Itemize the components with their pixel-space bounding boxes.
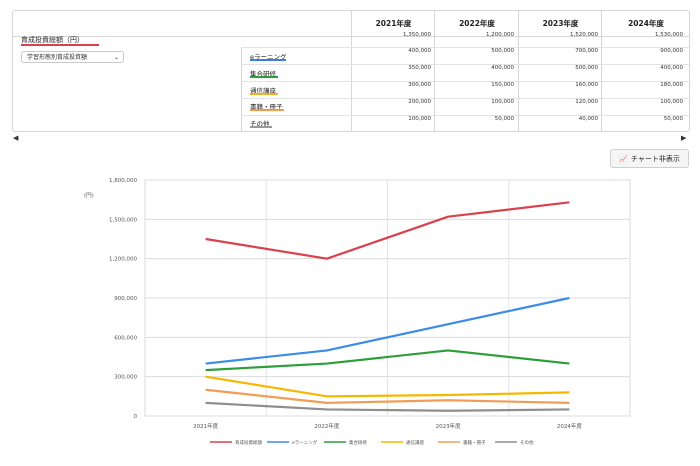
table-cell: 100,000 (491, 99, 514, 105)
table-cell: 500,000 (575, 65, 598, 71)
scroll-right-icon[interactable]: ▶ (681, 134, 687, 142)
legend-label: 集合研修 (349, 439, 367, 446)
table-cell: 1,350,000 (403, 32, 431, 38)
series-link-correspondence[interactable]: 通信講座 (250, 87, 276, 95)
line-chart-icon: 📈 (619, 155, 628, 163)
x-tick-label: 2021年度 (193, 422, 218, 430)
table-cell: 900,000 (660, 48, 683, 54)
table-cell: 500,000 (491, 48, 514, 54)
plot-area (144, 179, 631, 417)
divider (241, 115, 689, 116)
y-tick-label: 900,000 (114, 296, 137, 302)
year-header: 2023年度 (518, 11, 602, 36)
divider (241, 47, 689, 48)
table-cell: 40,000 (578, 116, 598, 122)
series-link-other[interactable]: その他 (250, 120, 270, 128)
y-tick-label: 1,200,000 (109, 257, 137, 263)
legend-label: 書籍・冊子 (463, 439, 486, 446)
table-cell: 1,530,000 (655, 32, 683, 38)
divider (351, 36, 352, 131)
series-line (205, 349, 570, 372)
series-color (250, 126, 272, 128)
series-line (205, 401, 570, 412)
table-cell: 350,000 (408, 65, 431, 71)
table-cell: 50,000 (663, 116, 683, 122)
table-cell: 200,000 (408, 99, 431, 105)
table-cell: 50,000 (494, 116, 514, 122)
series-color (250, 93, 278, 95)
divider (241, 98, 689, 99)
table-cell: 700,000 (575, 48, 598, 54)
breakdown-select[interactable]: 学習形態別育成投資額 ⌄ (21, 51, 124, 63)
legend-label: 育成投資総額 (235, 439, 262, 446)
series-color (250, 59, 286, 61)
series-line (205, 375, 570, 398)
legend-label: eラーニング (292, 439, 318, 446)
x-tick-label: 2022年度 (314, 422, 339, 430)
legend-label: その他 (520, 439, 534, 446)
table-cell: 180,000 (660, 82, 683, 88)
series-line (205, 201, 570, 260)
table-cell: 400,000 (408, 48, 431, 54)
y-tick-label: 0 (134, 414, 138, 420)
total-investment-link[interactable]: 育成投資総額（円） (21, 36, 84, 44)
year-header: 2024年度 (601, 11, 689, 36)
series-line (205, 388, 570, 404)
table-cell: 1,520,000 (570, 32, 598, 38)
table-cell: 100,000 (660, 99, 683, 105)
table-cell: 400,000 (491, 65, 514, 71)
data-table: 2021年度 2022年度 2023年度 2024年度 育成投資総額（円） 1,… (12, 10, 690, 132)
series-color (250, 109, 284, 111)
table-cell: 1,200,000 (486, 32, 514, 38)
divider (241, 47, 242, 131)
table-cell: 120,000 (575, 99, 598, 105)
x-tick-label: 2024年度 (557, 422, 582, 430)
x-tick-label: 2023年度 (436, 422, 461, 430)
table-cell: 100,000 (408, 116, 431, 122)
divider (241, 81, 689, 82)
table-cell: 300,000 (408, 82, 431, 88)
breakdown-select-value: 学習形態別育成投資額 (27, 54, 88, 61)
y-tick-label: 300,000 (114, 375, 137, 381)
y-tick-label: 1,800,000 (109, 178, 137, 184)
divider (434, 36, 435, 131)
table-header-row: 2021年度 2022年度 2023年度 2024年度 (13, 11, 689, 36)
y-tick-label: 600,000 (114, 335, 137, 341)
year-header: 2022年度 (434, 11, 519, 36)
table-cell: 400,000 (660, 65, 683, 71)
divider (241, 64, 689, 65)
divider (518, 36, 519, 131)
series-color (250, 76, 278, 78)
series-link-elearning[interactable]: eラーニング (250, 53, 287, 61)
y-tick-label: 1,500,000 (109, 217, 137, 223)
table-cell: 160,000 (575, 82, 598, 88)
legend-label: 通信講座 (406, 439, 424, 446)
hide-chart-button[interactable]: 📈 チャート非表示 (610, 149, 689, 168)
total-series-color (21, 44, 99, 46)
scroll-left-icon[interactable]: ◀ (13, 134, 19, 142)
hide-chart-label: チャート非表示 (630, 155, 680, 163)
year-header: 2021年度 (351, 11, 435, 36)
table-cell: 150,000 (491, 82, 514, 88)
chevron-down-icon: ⌄ (113, 54, 119, 61)
series-link-group-training[interactable]: 集合研修 (250, 70, 276, 78)
y-axis-label: (円) (84, 192, 94, 199)
divider (601, 36, 602, 131)
series-link-books[interactable]: 書籍・冊子 (250, 103, 283, 111)
series-line (205, 296, 570, 365)
